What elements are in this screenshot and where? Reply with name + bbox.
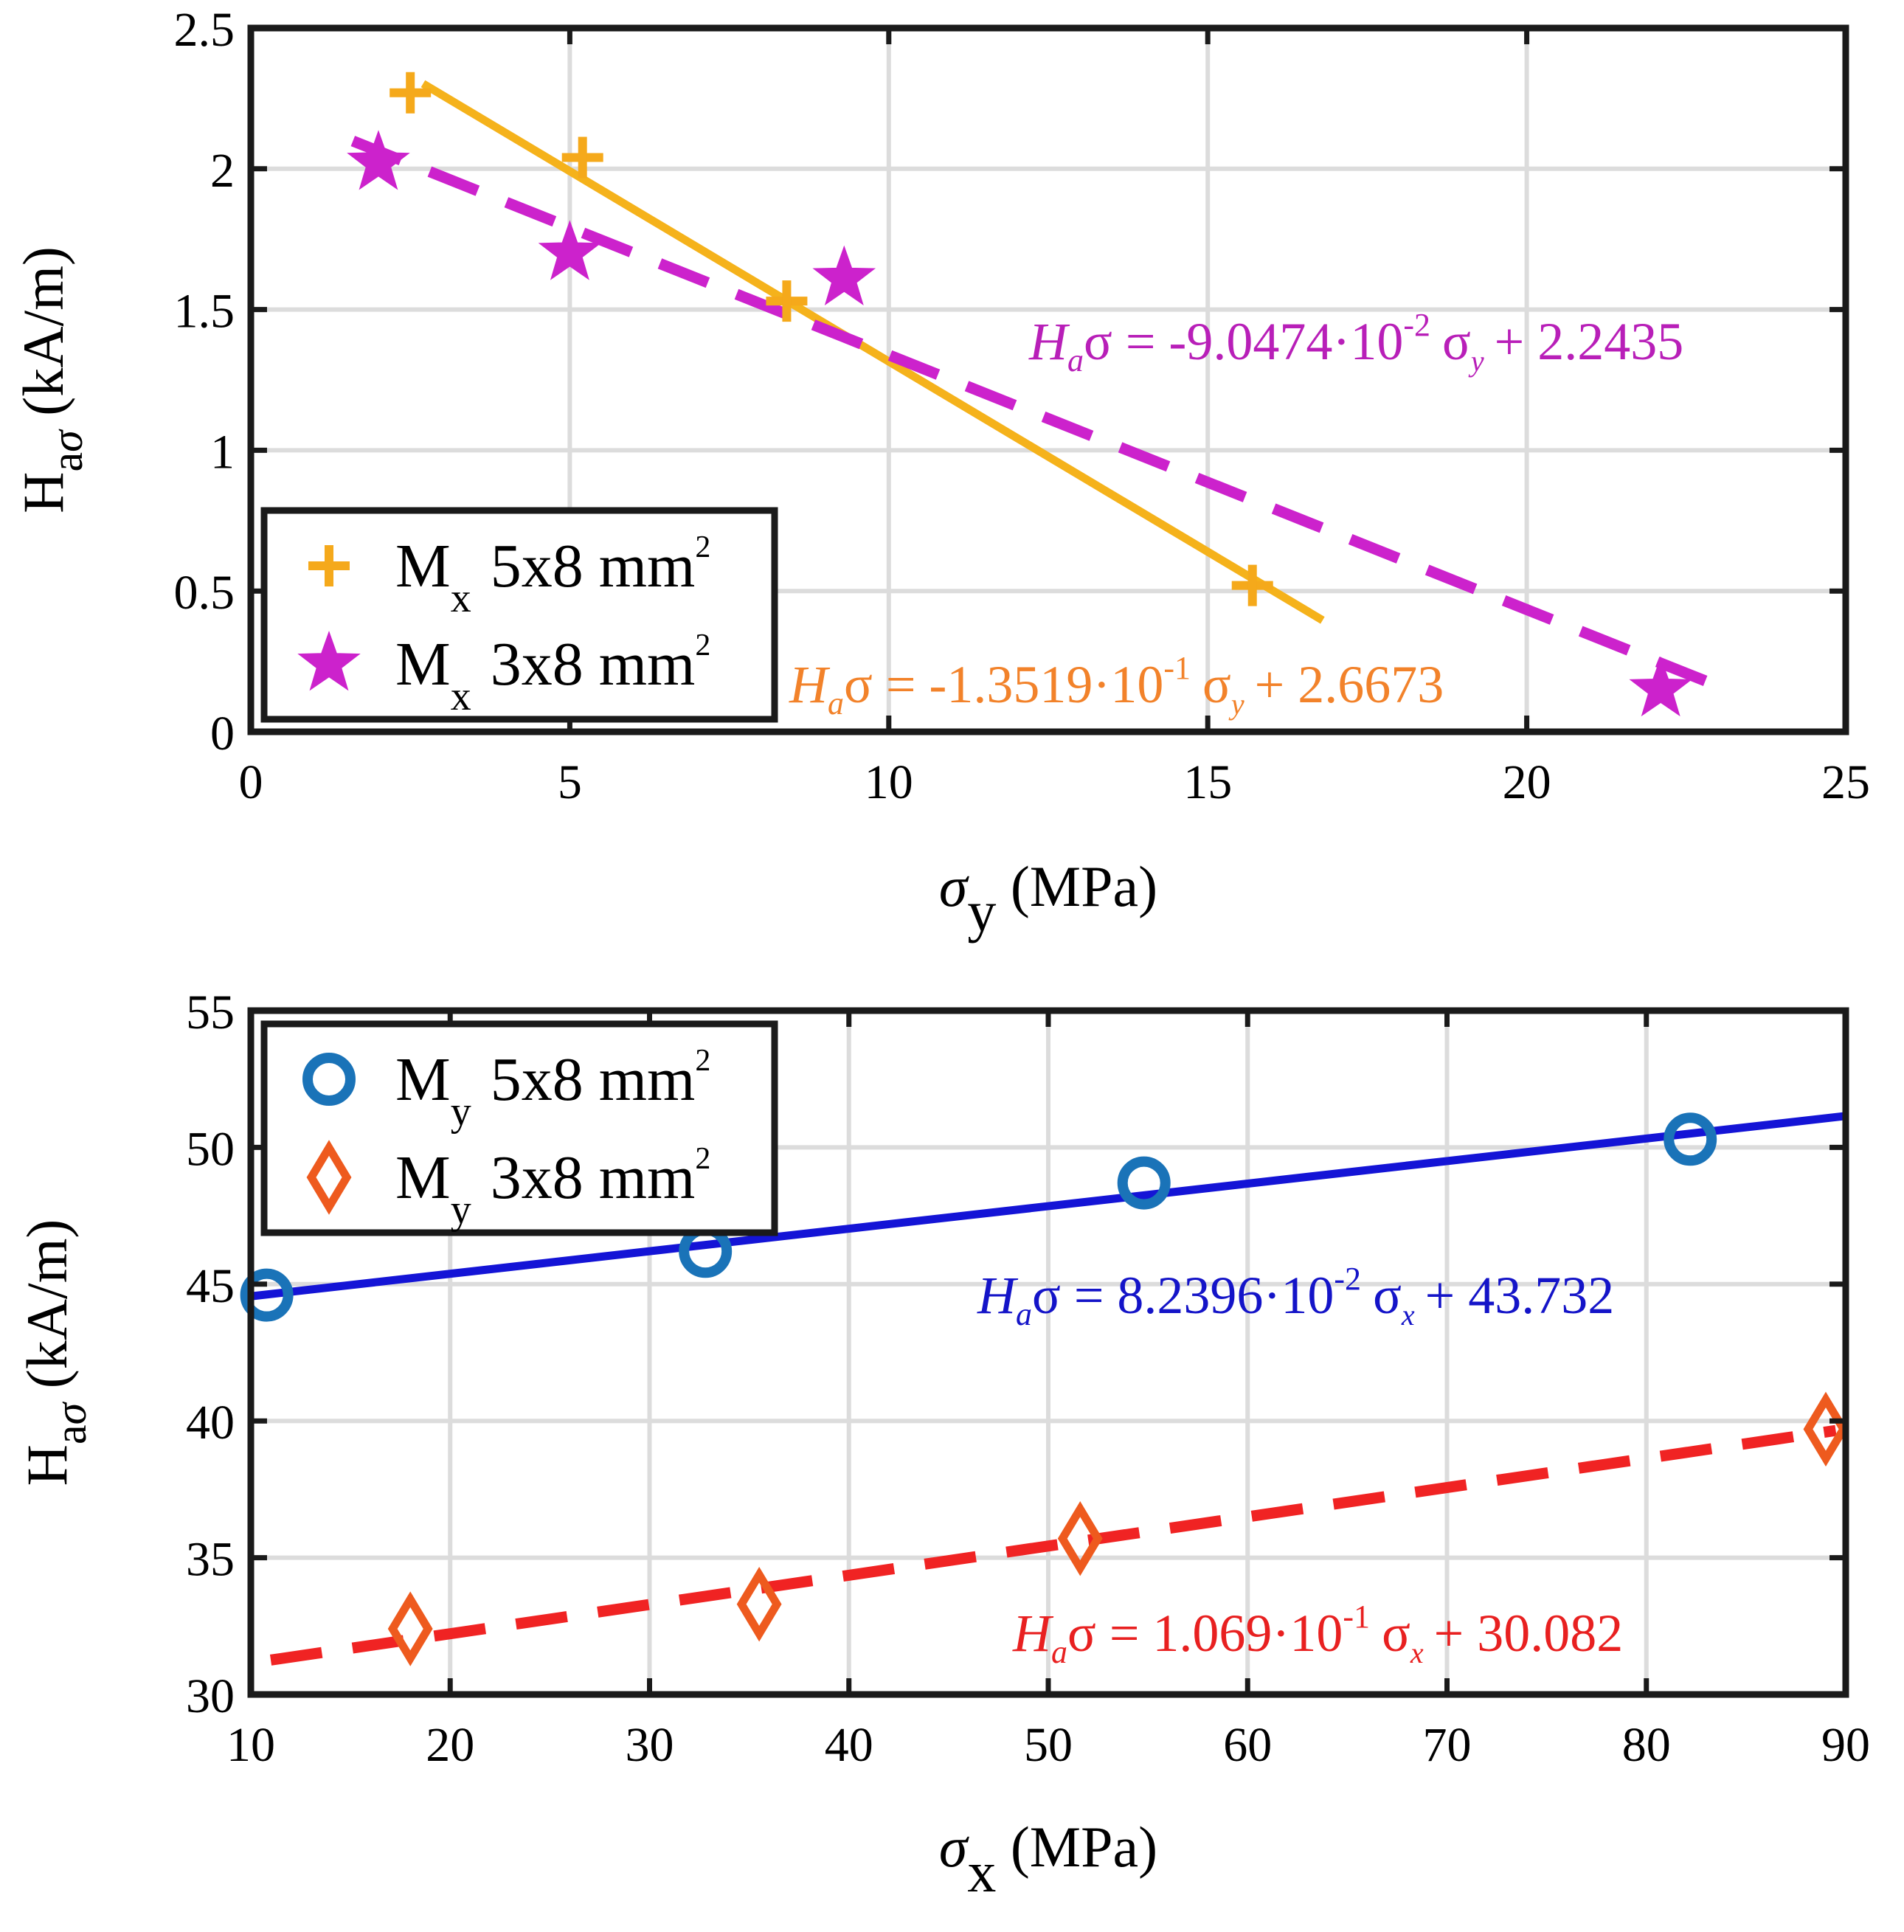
data-point	[1231, 564, 1273, 606]
y-tick-label: 1	[210, 425, 235, 479]
legend-marker	[308, 545, 350, 586]
data-point	[240, 1268, 294, 1322]
legend-label: My 5x8 mm2	[395, 1044, 710, 1135]
x-tick-label: 30	[626, 1718, 674, 1772]
y-tick-label: 40	[186, 1396, 235, 1450]
legend-marker	[306, 1140, 352, 1215]
y-tick-label: 55	[186, 986, 235, 1039]
data-point	[1117, 1156, 1171, 1210]
data-point	[387, 1591, 433, 1666]
data-point	[538, 220, 602, 280]
x-tick-label: 80	[1622, 1718, 1671, 1772]
x-tick-label: 10	[226, 1718, 275, 1772]
legend-label: My 3x8 mm2	[395, 1142, 710, 1233]
y-tick-label: 50	[186, 1122, 235, 1176]
axes-frame	[247, 24, 1849, 735]
data-point	[1664, 1112, 1717, 1166]
x-tick-label: 70	[1423, 1718, 1472, 1772]
x-tick-label: 40	[825, 1718, 873, 1772]
fit-line-1	[420, 80, 1325, 624]
x-tick-label: 60	[1223, 1718, 1272, 1772]
fit-equation: Haσ = -1.3519·10-1 σy + 2.6673	[789, 650, 1444, 721]
y-tick-label: 45	[186, 1259, 235, 1313]
legend-marker	[297, 631, 361, 691]
data-point	[812, 245, 876, 306]
y-tick-label: 0.5	[174, 566, 235, 620]
x-axis-label: σy (MPa)	[939, 854, 1157, 944]
data-point	[736, 1566, 782, 1642]
data-point	[1057, 1500, 1103, 1576]
y-tick-label: 1.5	[174, 285, 235, 339]
legend-label: Mx 5x8 mm2	[395, 530, 710, 621]
x-tick-label: 20	[426, 1718, 474, 1772]
x-tick-label: 20	[1503, 755, 1551, 809]
x-tick-label: 10	[865, 755, 913, 809]
y-tick-label: 30	[186, 1669, 235, 1723]
x-tick-label: 5	[558, 755, 582, 809]
data-point	[561, 136, 603, 179]
x-tick-label: 50	[1024, 1718, 1073, 1772]
fit-line-1	[250, 1112, 1846, 1301]
data-point	[766, 280, 808, 322]
y-tick-label: 2.5	[174, 3, 235, 57]
x-tick-label: 25	[1821, 755, 1870, 809]
chart-panel-1: Haσ = -1.3519·10-1 σy + 2.6673 Haσ = -9.047…	[11, 3, 1870, 944]
fit-equation: Haσ = 1.069·10-1 σx + 30.082	[1012, 1599, 1623, 1670]
y-axis-label: Haσ (kA/m)	[15, 1219, 95, 1486]
data-point	[390, 72, 432, 114]
fit-equation: Haσ = 8.2396·10-2 σx + 43.732	[977, 1261, 1614, 1332]
legend-marker	[302, 1053, 356, 1106]
y-tick-label: 35	[186, 1533, 235, 1587]
legend-label: Mx 3x8 mm2	[395, 629, 710, 719]
fit-equation: Haσ = -9.0474·10-2 σy + 2.2435	[1028, 307, 1683, 378]
x-tick-label: 90	[1821, 1718, 1870, 1772]
y-tick-label: 0	[210, 707, 235, 761]
data-point	[347, 130, 410, 190]
legend-box	[260, 1020, 778, 1236]
y-axis-label: Haσ (kA/m)	[11, 246, 91, 513]
series-1-points	[390, 72, 1273, 606]
x-tick-label: 0	[239, 755, 263, 809]
series-2-points	[347, 130, 1693, 717]
x-tick-label: 15	[1183, 755, 1232, 809]
data-point	[1629, 656, 1693, 717]
series-1-points	[240, 1112, 1717, 1322]
y-tick-label: 2	[210, 144, 235, 198]
legend-box	[260, 507, 778, 723]
fit-line-2	[269, 1424, 1837, 1666]
x-axis-label: σx (MPa)	[939, 1815, 1157, 1904]
chart-panel-2: Haσ = 8.2396·10-2 σx + 43.732 Haσ = 1.069·1…	[15, 986, 1870, 1904]
